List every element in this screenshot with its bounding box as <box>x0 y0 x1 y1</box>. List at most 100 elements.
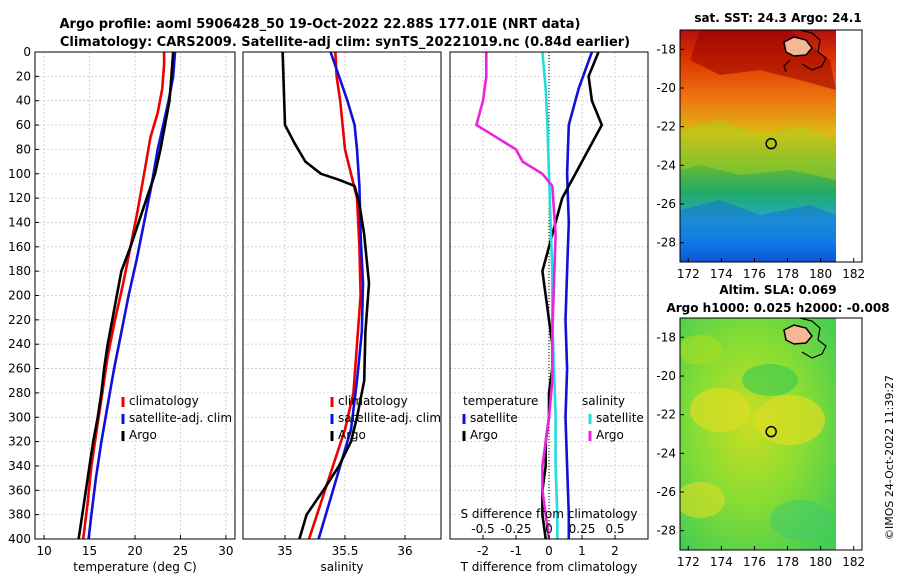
x-tick-label: 1 <box>578 544 586 558</box>
series-line-satellite-adj-clim <box>87 51 177 540</box>
legend-label: satellite <box>470 411 518 425</box>
legend-label: Argo <box>338 428 366 442</box>
map-x-tick-label: 174 <box>710 555 733 569</box>
map-x-tick-label: 182 <box>842 555 865 569</box>
sla-map-blob <box>755 395 825 445</box>
sla-map: 172 174 176 178 180 182 -18 -20 -22 -24 -26 -28 <box>656 317 865 569</box>
y-tick-label: 140 <box>8 215 31 229</box>
map-y-tick-label: -20 <box>656 81 676 95</box>
y-tick-label: 360 <box>8 483 31 497</box>
y-tick-label: 80 <box>16 142 31 156</box>
map-x-tick-label: 172 <box>677 555 700 569</box>
top-axis-label: S difference from climatology <box>461 507 638 521</box>
map-x-tick-label: 174 <box>710 267 733 281</box>
sst-map-mid-patch <box>680 120 836 180</box>
x-tick-label: 0 <box>545 544 553 558</box>
y-tick-label: 260 <box>8 362 31 376</box>
legend-title-temperature: temperature <box>463 394 538 408</box>
x-tick-label: 25 <box>173 544 188 558</box>
legend-label: climatology <box>338 394 408 408</box>
y-tick-label: 200 <box>8 289 31 303</box>
legend-title-salinity: salinity <box>582 394 625 408</box>
legend-label: satellite-adj. clim <box>338 411 441 425</box>
x-tick-label: 35.5 <box>332 544 359 558</box>
y-tick-label: 20 <box>16 69 31 83</box>
salinity-panel: 35 35.5 36 salinity climatology satellite-adj… <box>242 51 442 574</box>
map-y-tick-label: -24 <box>656 446 676 460</box>
legend-label: Argo <box>470 428 498 442</box>
y-tick-label: 340 <box>8 459 31 473</box>
map-x-tick-label: 180 <box>809 555 832 569</box>
x-tick-label: -1 <box>510 544 522 558</box>
top-x-tick-label: 0.25 <box>569 522 596 536</box>
map-x-tick-label: 176 <box>743 267 766 281</box>
y-tick-label: 300 <box>8 410 31 424</box>
sla-map-argo-marker <box>765 425 777 438</box>
sst-map-frame <box>679 29 863 263</box>
map-y-tick-label: -18 <box>656 330 676 344</box>
map-x-tick-label: 180 <box>809 267 832 281</box>
sst-map-cool-patch <box>680 200 836 262</box>
sst-map-argo-marker <box>765 137 777 150</box>
sla-map-title-line1: Altim. SLA: 0.069 <box>719 283 836 297</box>
y-tick-label: 220 <box>8 313 31 327</box>
y-tick-label: 240 <box>8 337 31 351</box>
sst-map-reef-outline <box>783 29 827 73</box>
legend-label: Argo <box>596 428 624 442</box>
top-x-tick-label: 0.5 <box>605 522 624 536</box>
sst-map: 172 174 176 178 180 182 -18 -20 -22 -24 -26 -28 <box>656 29 865 281</box>
legend-label: climatology <box>129 394 199 408</box>
sla-map-blob <box>742 364 798 396</box>
sla-map-title-line2: Argo h1000: 0.025 h2000: -0.008 <box>666 301 889 315</box>
map-y-tick-label: -20 <box>656 369 676 383</box>
map-x-tick-label: 172 <box>677 267 700 281</box>
y-tick-label: 160 <box>8 240 31 254</box>
y-tick-label: 320 <box>8 435 31 449</box>
top-x-tick-label: -0.25 <box>500 522 531 536</box>
y-tick-label: 40 <box>16 94 31 108</box>
x-axis-label: T difference from climatology <box>460 560 638 574</box>
y-tick-label: 60 <box>16 118 31 132</box>
sla-map-blob <box>690 388 750 432</box>
y-tick-label: 400 <box>8 532 31 546</box>
sst-map-land-mask <box>836 30 862 262</box>
sla-map-blob <box>770 500 830 540</box>
map-y-tick-label: -22 <box>656 120 676 134</box>
figure-title-line1: Argo profile: aoml 5906428_50 19-Oct-202… <box>60 17 581 32</box>
map-y-tick-label: -28 <box>656 524 676 538</box>
series-line-s-argo <box>475 52 557 540</box>
sst-map-title: sat. SST: 24.3 Argo: 24.1 <box>694 11 861 25</box>
y-tick-label: 180 <box>8 264 31 278</box>
series-line-argo <box>281 51 371 540</box>
x-axis-label: temperature (deg C) <box>73 560 196 574</box>
map-x-tick-label: 178 <box>776 267 799 281</box>
map-y-tick-label: -28 <box>656 236 676 250</box>
sla-map-island <box>783 324 813 345</box>
y-tick-label: 100 <box>8 167 31 181</box>
sla-map-blob <box>680 482 725 518</box>
x-tick-label: 20 <box>127 544 142 558</box>
x-tick-label: 10 <box>36 544 51 558</box>
y-tick-label: 120 <box>8 191 31 205</box>
sla-map-land-mask <box>836 318 862 550</box>
series-line-t-satellite <box>564 51 594 539</box>
temperature-panel: 10 15 20 25 30 temperature (deg C) 0 20 40 60 80 10… <box>8 45 236 574</box>
legend-label: Argo <box>129 428 157 442</box>
sla-map-reef-outline <box>799 317 827 359</box>
map-x-tick-label: 178 <box>776 555 799 569</box>
sla-map-frame <box>679 317 863 551</box>
map-x-tick-label: 182 <box>842 267 865 281</box>
axes-frame <box>242 51 442 540</box>
sla-map-blob <box>680 335 722 365</box>
legend-label: satellite <box>596 411 644 425</box>
sst-map-island <box>783 36 813 57</box>
map-y-tick-label: -18 <box>656 42 676 56</box>
x-tick-label: 35 <box>277 544 292 558</box>
x-tick-label: 36 <box>397 544 412 558</box>
y-tick-label: 380 <box>8 508 31 522</box>
y-tick-label: 0 <box>23 45 31 59</box>
series-line-climatology <box>307 51 362 540</box>
top-x-tick-label: -0.5 <box>471 522 494 536</box>
x-axis-label: salinity <box>320 560 363 574</box>
